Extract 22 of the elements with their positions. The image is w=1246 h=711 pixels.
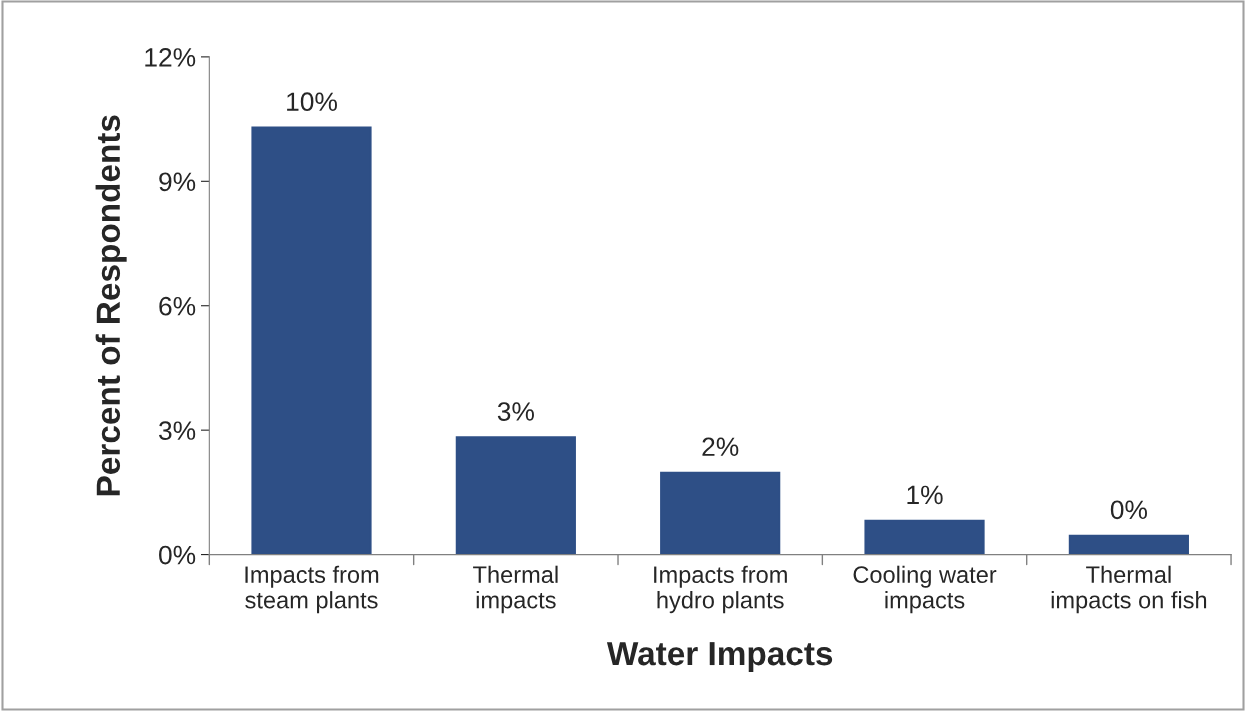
bar	[455, 436, 576, 555]
data-label: 10%	[287, 92, 337, 112]
x-tick-label: Cooling water impacts	[853, 565, 997, 614]
y-axis-title: Percent of Respondents	[95, 115, 127, 496]
y-tick-label: 3%	[159, 421, 196, 440]
y-tick-label: 12%	[145, 48, 196, 67]
x-axis-title: Water Impacts	[606, 642, 833, 672]
data-label: 2%	[702, 437, 739, 457]
y-tick-label: 9%	[159, 172, 196, 192]
x-tick-label: Impacts from steam plants	[245, 565, 379, 614]
bar	[1068, 534, 1189, 555]
x-tick-label: Impacts from hydro plants	[654, 565, 787, 614]
y-tick-label: 6%	[159, 296, 196, 316]
x-tick-label: Thermal impacts	[473, 565, 558, 614]
data-label: 1%	[907, 485, 943, 505]
y-tick-label: 0%	[159, 545, 196, 565]
data-label: 3%	[497, 402, 534, 421]
data-label: 0%	[1110, 500, 1148, 520]
bar	[251, 126, 372, 555]
bar	[864, 519, 985, 555]
x-tick-label: Thermal impacts on fish	[1051, 565, 1207, 614]
bar	[660, 471, 781, 555]
